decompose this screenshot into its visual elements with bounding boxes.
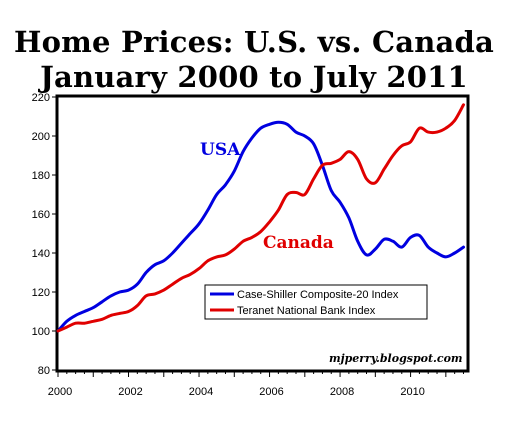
legend: Case-Shiller Composite-20 Index Teranet … bbox=[204, 284, 428, 320]
y-tick-label: 200 bbox=[32, 131, 50, 143]
x-axis: 2000 2002 2004 2006 2008 2010 bbox=[48, 370, 464, 398]
annotation-usa: USA bbox=[200, 140, 241, 160]
y-axis: 80 100 120 140 160 180 200 220 bbox=[32, 92, 58, 377]
series-layer bbox=[56, 103, 465, 333]
y-tick-label: 220 bbox=[32, 92, 50, 104]
annotation-canada: Canada bbox=[263, 233, 334, 253]
y-tick-label: 140 bbox=[32, 248, 50, 260]
y-tick-label: 180 bbox=[32, 170, 50, 182]
source-credit: mjperry.blogspot.com bbox=[329, 352, 463, 365]
x-tick-label: 2002 bbox=[118, 386, 142, 398]
legend-box bbox=[204, 284, 428, 320]
series-line-teranet bbox=[56, 103, 465, 333]
y-tick-label: 80 bbox=[38, 365, 50, 377]
x-tick-label: 2006 bbox=[259, 386, 283, 398]
x-tick-label: 2000 bbox=[48, 386, 72, 398]
series-line-case-shiller bbox=[56, 120, 465, 333]
x-tick-label: 2008 bbox=[330, 386, 354, 398]
legend-label-teranet: Teranet National Bank Index bbox=[237, 305, 376, 317]
y-tick-label: 120 bbox=[32, 287, 50, 299]
y-tick-label: 160 bbox=[32, 209, 50, 221]
x-tick-label: 2010 bbox=[400, 386, 424, 398]
x-tick-label: 2004 bbox=[189, 386, 213, 398]
plot-frame bbox=[55, 94, 470, 373]
chart-title-line1: Home Prices: U.S. vs. Canada bbox=[14, 25, 494, 59]
legend-label-case-shiller: Case-Shiller Composite-20 Index bbox=[237, 289, 399, 301]
chart-title-line2: January 2000 to July 2011 bbox=[40, 60, 468, 94]
y-tick-label: 100 bbox=[32, 326, 50, 338]
